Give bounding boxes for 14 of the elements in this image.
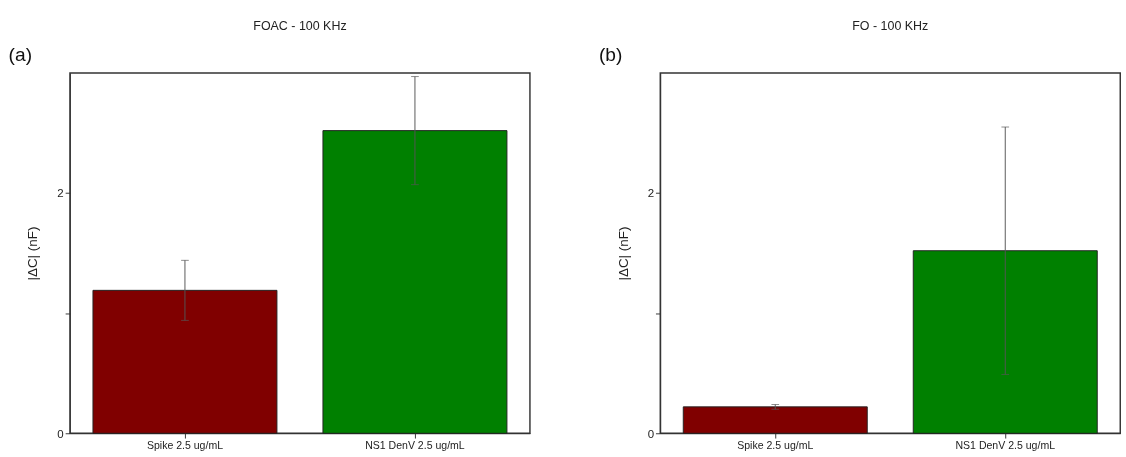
y-axis-title: |ΔC| (nF) — [615, 226, 631, 281]
chart-title: FOAC - 100 KHz — [253, 18, 347, 33]
x-tick-label: Spike 2.5 ug/mL — [146, 439, 224, 452]
x-tick-label: NS1 DenV 2.5 ug/mL — [365, 439, 465, 452]
text: (a) — [8, 44, 33, 66]
y-tick-label: 2 — [57, 187, 64, 200]
y-tick-label: 0 — [57, 427, 64, 440]
y-tick-label: 2 — [647, 187, 655, 200]
chart-title: FO - 100 KHz — [852, 18, 929, 33]
y-tick-label: 0 — [647, 427, 655, 440]
text: (b) — [598, 44, 623, 66]
x-tick-label: NS1 DenV 2.5 ug/mL — [955, 439, 1056, 452]
x-tick-label: Spike 2.5 ug/mL — [737, 439, 814, 452]
y-axis-title: |ΔC| (nF) — [25, 226, 41, 281]
